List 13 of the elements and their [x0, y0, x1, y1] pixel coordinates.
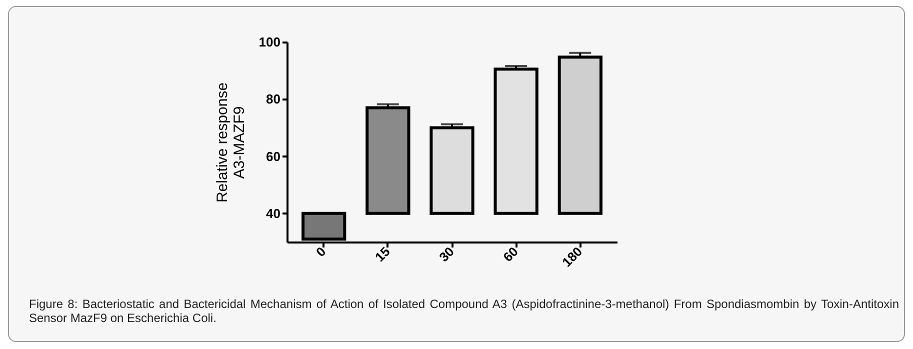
- y-tick-label: 60: [266, 148, 280, 164]
- bar: [558, 56, 602, 215]
- x-tick-label: 60: [500, 244, 522, 265]
- y-axis-title: Relative response A3-MAZF9: [214, 82, 248, 203]
- y-tick-label: 100: [258, 34, 280, 50]
- x-tick-label: 15: [372, 244, 393, 265]
- x-tick-label: 30: [436, 244, 457, 265]
- x-tick-label: 0: [313, 244, 329, 260]
- y-tick-label: 40: [266, 206, 280, 221]
- x-tick-label: 180: [559, 244, 586, 270]
- bar: [430, 126, 474, 215]
- caption: Figure 8: Bacteriostatic and Bactericidal Mechanism of Action of Isolated Compound A3 (Aspidofractinine-3-methanol) From Spondiasmombin by Toxin-Antitoxin Sensor MazF9 on Escherichia Coli.: [29, 297, 899, 325]
- y-tick-label: 80: [266, 92, 280, 107]
